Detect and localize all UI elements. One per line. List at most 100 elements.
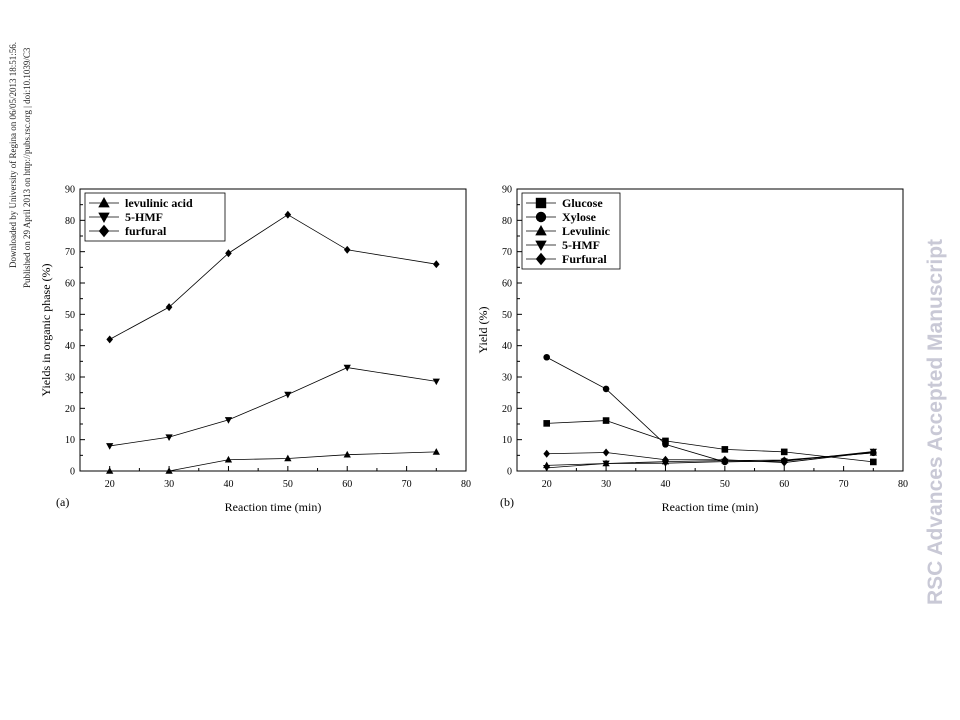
x-tick-label: 20 (542, 479, 552, 490)
x-tick-label: 30 (164, 479, 174, 490)
y-axis-label: Yield (%) (476, 307, 490, 354)
x-axis-label: Reaction time (min) (662, 500, 759, 514)
y-tick-label: 80 (65, 216, 75, 227)
data-point (224, 455, 233, 463)
y-tick-label: 60 (65, 279, 75, 290)
legend-label: 5-HMF (562, 238, 600, 252)
series-line (109, 367, 437, 447)
data-point (662, 441, 669, 448)
data-point (870, 448, 877, 457)
series-xylose (543, 353, 877, 466)
series-levulinic (543, 449, 877, 469)
panel-label: (a) (56, 495, 69, 509)
data-point (602, 417, 610, 424)
y-tick-label: 90 (65, 185, 75, 196)
data-point (543, 420, 550, 427)
legend-label: 5-HMF (125, 210, 163, 224)
data-point (106, 467, 114, 474)
data-point (721, 446, 729, 453)
y-tick-label: 50 (502, 310, 512, 321)
data-point (602, 460, 610, 468)
x-tick-label: 20 (105, 479, 115, 490)
series-line (546, 420, 874, 463)
panel-label: (b) (500, 495, 514, 509)
y-tick-label: 60 (502, 279, 512, 290)
series-5-hmf (106, 364, 440, 450)
legend-label: Glucose (562, 196, 603, 210)
y-tick-label: 20 (502, 404, 512, 415)
x-tick-label: 40 (660, 479, 670, 490)
x-tick-label: 40 (223, 479, 233, 490)
x-tick-label: 80 (898, 479, 908, 490)
data-point (106, 443, 114, 450)
data-point (433, 260, 440, 269)
series-levulinic-acid (106, 448, 440, 474)
x-tick-label: 50 (720, 479, 730, 490)
series-line (546, 451, 874, 469)
y-tick-label: 80 (502, 216, 512, 227)
legend-marker (98, 212, 110, 223)
chart-b: 0 10 20 30 40 50 60 70 80 90 20 30 40 50 60 70 80 Reactio… (476, 185, 908, 515)
data-point (225, 249, 232, 258)
series-furfural (543, 448, 877, 467)
data-point (284, 391, 292, 399)
data-point (870, 458, 877, 466)
legend-label: levulinic acid (125, 196, 193, 210)
x-tick-label: 70 (402, 479, 412, 490)
y-tick-label: 20 (65, 404, 75, 415)
legend-label: Levulinic (562, 224, 611, 238)
data-point (343, 245, 351, 254)
x-tick-label: 80 (461, 479, 471, 490)
data-point (662, 455, 669, 464)
series-line (546, 451, 874, 463)
series-line (546, 356, 874, 463)
y-tick-label: 50 (65, 310, 75, 321)
data-point (780, 448, 788, 456)
data-point (284, 454, 292, 462)
x-tick-label: 50 (283, 479, 293, 490)
data-point (543, 353, 550, 361)
y-tick-label: 40 (65, 341, 75, 352)
y-tick-label: 70 (502, 247, 512, 258)
x-tick-label: 60 (342, 479, 352, 490)
data-point (780, 458, 788, 467)
data-point (343, 364, 351, 372)
x-axis-label: Reaction time (min) (225, 500, 322, 514)
data-point (662, 437, 669, 445)
legend-label: Xylose (562, 210, 597, 224)
legend-marker (535, 197, 547, 209)
y-axis-label: Yields in organic phase (%) (39, 263, 53, 396)
legend-marker (535, 240, 547, 251)
data-point (432, 378, 440, 386)
legend-marker (535, 252, 547, 266)
data-point (165, 434, 173, 441)
y-tick-label: 30 (502, 373, 512, 384)
y-tick-label: 0 (70, 467, 75, 478)
y-tick-label: 30 (65, 373, 75, 384)
data-point (224, 417, 233, 424)
series-5-hmf (543, 448, 877, 472)
y-tick-label: 0 (507, 467, 512, 478)
series-line (109, 451, 437, 472)
data-point (165, 467, 173, 474)
legend-label: furfural (125, 224, 167, 238)
y-tick-label: 90 (502, 185, 512, 196)
y-tick-label: 10 (502, 435, 512, 446)
data-point (106, 335, 113, 344)
legend-marker (98, 197, 110, 208)
x-tick-label: 70 (839, 479, 849, 490)
series-glucose (543, 417, 877, 466)
data-point (543, 449, 550, 458)
y-tick-label: 40 (502, 341, 512, 352)
data-point (543, 465, 551, 472)
series-line (109, 214, 437, 340)
data-point (165, 303, 173, 312)
data-point (432, 448, 440, 455)
legend-marker (535, 211, 547, 223)
legend-marker (535, 225, 547, 236)
y-tick-label: 70 (65, 247, 75, 258)
x-tick-label: 60 (779, 479, 789, 490)
